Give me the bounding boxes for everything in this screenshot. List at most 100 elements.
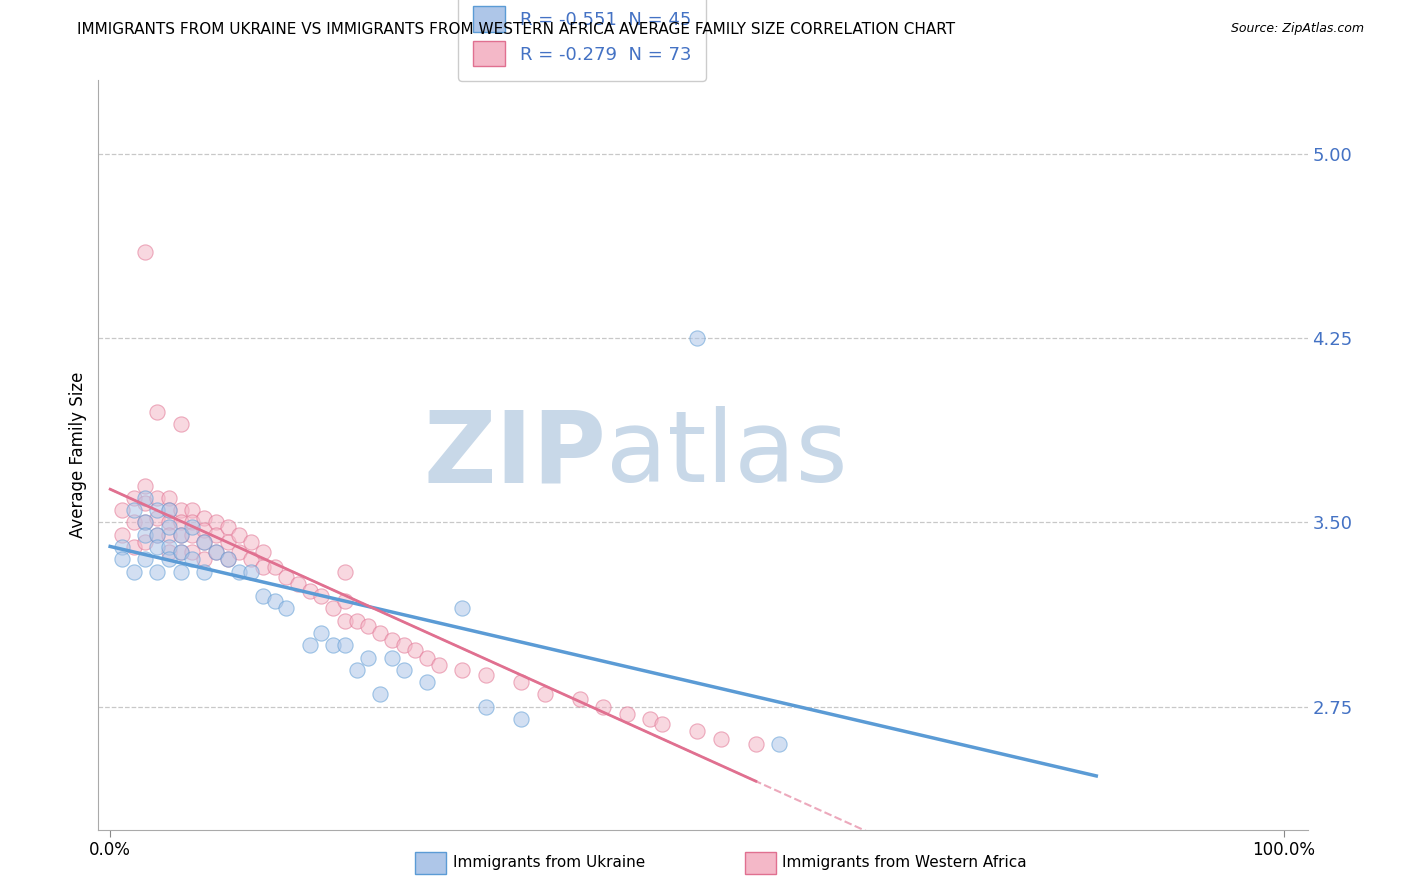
Point [240, 535, 263, 549]
Point [217, 520, 239, 534]
Point [193, 510, 215, 524]
Point [134, 491, 156, 505]
Point [157, 516, 180, 530]
Point [122, 565, 145, 579]
Point [181, 528, 204, 542]
Point [333, 638, 356, 652]
Point [368, 626, 391, 640]
Point [157, 528, 180, 542]
Point [193, 552, 215, 566]
Point [204, 545, 226, 559]
Point [745, 737, 768, 751]
Point [122, 503, 145, 517]
Point [157, 503, 180, 517]
Point [122, 491, 145, 505]
Point [298, 584, 321, 599]
Point [768, 737, 790, 751]
Point [217, 552, 239, 566]
Point [686, 724, 709, 739]
Point [228, 545, 250, 559]
Point [181, 503, 204, 517]
Point [134, 516, 156, 530]
Point [276, 569, 298, 583]
Point [157, 491, 180, 505]
Point [451, 663, 474, 677]
Point [381, 633, 404, 648]
Point [638, 712, 661, 726]
Point [193, 523, 215, 537]
Point [169, 503, 191, 517]
Point [568, 692, 591, 706]
Point [169, 565, 191, 579]
Point [169, 545, 191, 559]
Point [181, 545, 204, 559]
Point [134, 516, 156, 530]
Point [475, 699, 498, 714]
Point [134, 535, 156, 549]
Point [134, 496, 156, 510]
Point [134, 552, 156, 566]
Point [181, 516, 204, 530]
Point [510, 675, 533, 690]
Point [169, 516, 191, 530]
Point [169, 417, 191, 432]
Point [146, 510, 169, 524]
Point [710, 731, 733, 746]
Point [333, 614, 356, 628]
Point [333, 565, 356, 579]
Point [146, 503, 169, 517]
Point [392, 638, 415, 652]
Text: atlas: atlas [606, 407, 848, 503]
Point [322, 601, 344, 615]
Point [111, 528, 134, 542]
Point [217, 535, 239, 549]
Point [157, 503, 180, 517]
Point [181, 520, 204, 534]
Point [122, 540, 145, 554]
Point [146, 405, 169, 419]
Point [533, 688, 555, 702]
Point [427, 657, 450, 672]
Point [228, 528, 250, 542]
Point [592, 699, 614, 714]
Point [169, 545, 191, 559]
Point [169, 528, 191, 542]
Point [111, 552, 134, 566]
Text: IMMIGRANTS FROM UKRAINE VS IMMIGRANTS FROM WESTERN AFRICA AVERAGE FAMILY SIZE CO: IMMIGRANTS FROM UKRAINE VS IMMIGRANTS FR… [77, 22, 956, 37]
Point [381, 650, 404, 665]
Point [193, 535, 215, 549]
Point [157, 540, 180, 554]
Point [252, 559, 274, 574]
Point [416, 675, 439, 690]
Text: Source: ZipAtlas.com: Source: ZipAtlas.com [1230, 22, 1364, 36]
Point [181, 552, 204, 566]
Point [686, 331, 709, 345]
Point [311, 626, 333, 640]
Point [333, 594, 356, 608]
Point [228, 565, 250, 579]
Text: Immigrants from Western Africa: Immigrants from Western Africa [782, 855, 1026, 870]
Point [146, 491, 169, 505]
Point [276, 601, 298, 615]
Point [240, 565, 263, 579]
Point [146, 540, 169, 554]
Point [146, 528, 169, 542]
Point [368, 688, 391, 702]
Point [204, 528, 226, 542]
Point [651, 717, 673, 731]
Point [122, 516, 145, 530]
Point [616, 707, 638, 722]
Point [111, 503, 134, 517]
Point [451, 601, 474, 615]
Point [134, 528, 156, 542]
Point [157, 545, 180, 559]
Point [134, 245, 156, 260]
Text: ZIP: ZIP [423, 407, 606, 503]
Point [392, 663, 415, 677]
Point [287, 577, 309, 591]
Point [311, 589, 333, 603]
Point [263, 594, 285, 608]
Point [193, 565, 215, 579]
Point [157, 520, 180, 534]
Point [404, 643, 426, 657]
